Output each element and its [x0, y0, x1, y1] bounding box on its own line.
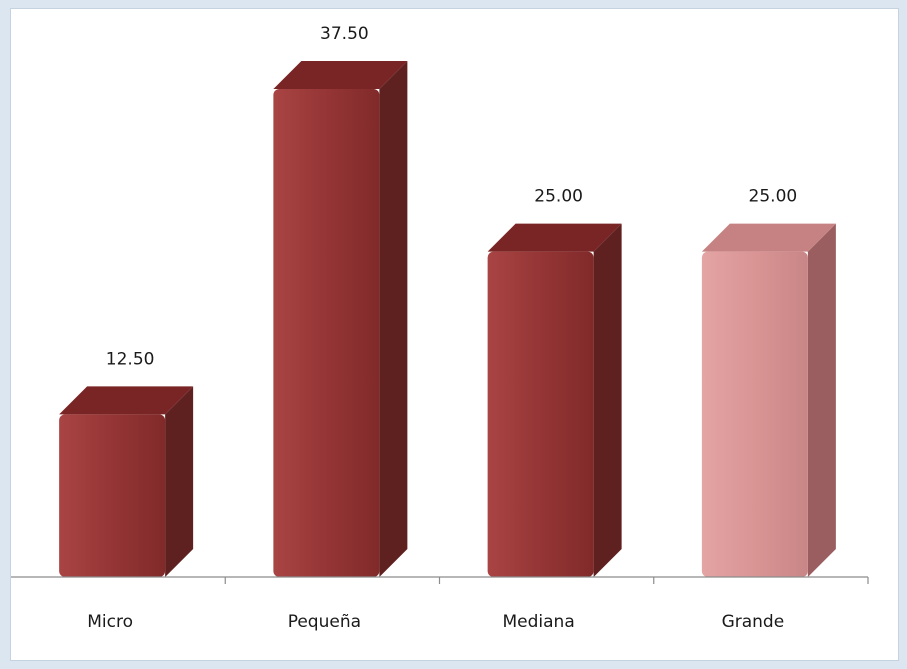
value-label: 25.00 — [749, 187, 798, 207]
chart-frame: 12.50 Micro 37.50 Pequeña 25.00 Mediana 25.00 G… — [10, 8, 899, 661]
category-label: Mediana — [503, 612, 575, 632]
bar-side — [593, 223, 622, 577]
bar-front — [701, 251, 808, 577]
labels-layer: 12.50 Micro 37.50 Pequeña 25.00 Mediana 25.00 G… — [87, 24, 797, 632]
category-label: Pequeña — [288, 612, 361, 632]
bar-front — [273, 89, 380, 577]
bar-front — [487, 251, 594, 577]
bar-top — [701, 223, 836, 252]
bar-front — [59, 414, 166, 577]
value-label: 25.00 — [534, 187, 583, 207]
bar-top — [487, 223, 622, 252]
bar-chart: 12.50 Micro 37.50 Pequeña 25.00 Mediana 25.00 G… — [11, 24, 869, 632]
bar-4 — [701, 223, 836, 577]
bar-3 — [487, 223, 622, 577]
value-label: 37.50 — [320, 24, 369, 44]
bar-1 — [59, 386, 194, 577]
bar-2 — [273, 61, 408, 577]
x-axis — [11, 576, 869, 584]
category-label: Grande — [722, 612, 785, 632]
value-label: 12.50 — [106, 349, 155, 369]
bar-top — [59, 386, 194, 415]
category-label: Micro — [87, 612, 133, 632]
bar-top — [273, 61, 408, 89]
bar-side — [165, 386, 194, 577]
bar-side — [379, 61, 408, 577]
bars-layer — [59, 61, 836, 577]
bar-side — [807, 223, 836, 577]
